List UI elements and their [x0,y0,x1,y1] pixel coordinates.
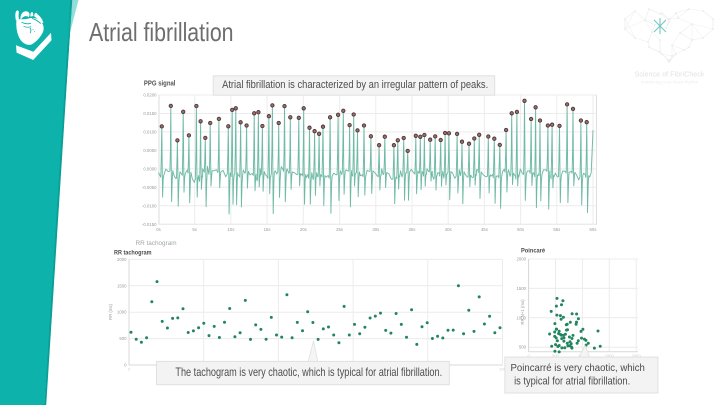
svg-text:500: 500 [552,353,559,358]
svg-text:0s: 0s [156,227,161,232]
svg-text:40s: 40s [445,227,452,232]
svg-text:1000: 1000 [117,310,127,315]
svg-text:The tachogram is very chaotic,: The tachogram is very chaotic, which is … [175,367,442,379]
svg-text:0.0050: 0.0050 [143,148,157,153]
svg-text:RR tachogram: RR tachogram [136,240,178,247]
svg-text:0: 0 [527,353,530,358]
svg-text:500: 500 [519,345,527,350]
svg-text:0.0100: 0.0100 [143,129,157,134]
svg-text:Atrial fibrillation: Atrial fibrillation [89,18,234,46]
svg-text:2000: 2000 [117,257,127,262]
svg-text:1000: 1000 [516,315,526,320]
svg-text:Poincarré is very chaotic, whi: Poincarré is very chaotic, which [511,363,645,374]
svg-text:is typical for atrial fibrilla: is typical for atrial fibrillation. [514,376,630,388]
svg-text:35s: 35s [409,227,416,232]
svg-text:0: 0 [128,367,131,372]
svg-text:0.0150: 0.0150 [143,111,157,116]
svg-text:25s: 25s [336,227,343,232]
svg-text:0.0200: 0.0200 [143,93,157,98]
svg-text:55s: 55s [553,227,560,232]
svg-text:1500: 1500 [117,283,127,288]
svg-text:2000: 2000 [632,353,642,358]
svg-text:0: 0 [124,363,127,368]
svg-text:RR tachogram: RR tachogram [114,249,152,257]
svg-text:0.0000: 0.0000 [143,166,157,171]
svg-text:Atrial fibrillation is charact: Atrial fibrillation is characterized by … [222,79,488,91]
svg-text:monitoring your heart rhythm: monitoring your heart rhythm [641,80,699,85]
svg-text:45s: 45s [481,227,488,232]
svg-text:50s: 50s [517,227,524,232]
svg-text:2000: 2000 [516,257,526,262]
svg-text:-0.0150: -0.0150 [142,222,157,227]
svg-text:100: 100 [499,367,506,372]
svg-text:60s: 60s [590,227,597,232]
svg-text:30s: 30s [372,227,379,232]
svg-text:20s: 20s [300,227,307,232]
svg-text:1500: 1500 [516,286,526,291]
svg-text:5s: 5s [192,227,197,232]
svg-text:Science of FibriCheck: Science of FibriCheck [635,70,705,79]
svg-text:1500: 1500 [605,353,615,358]
svg-text:Poincaré: Poincaré [521,247,546,255]
svg-text:15s: 15s [264,227,271,232]
svg-text:-0.0100: -0.0100 [142,203,157,208]
svg-text:RR (ms): RR (ms) [108,303,113,320]
svg-text:-0.0050: -0.0050 [142,185,157,190]
svg-text:10s: 10s [227,227,234,232]
svg-text:RR N+1 (ms): RR N+1 (ms) [520,299,525,325]
svg-text:500: 500 [119,336,127,341]
svg-text:PPG signal: PPG signal [144,80,176,88]
